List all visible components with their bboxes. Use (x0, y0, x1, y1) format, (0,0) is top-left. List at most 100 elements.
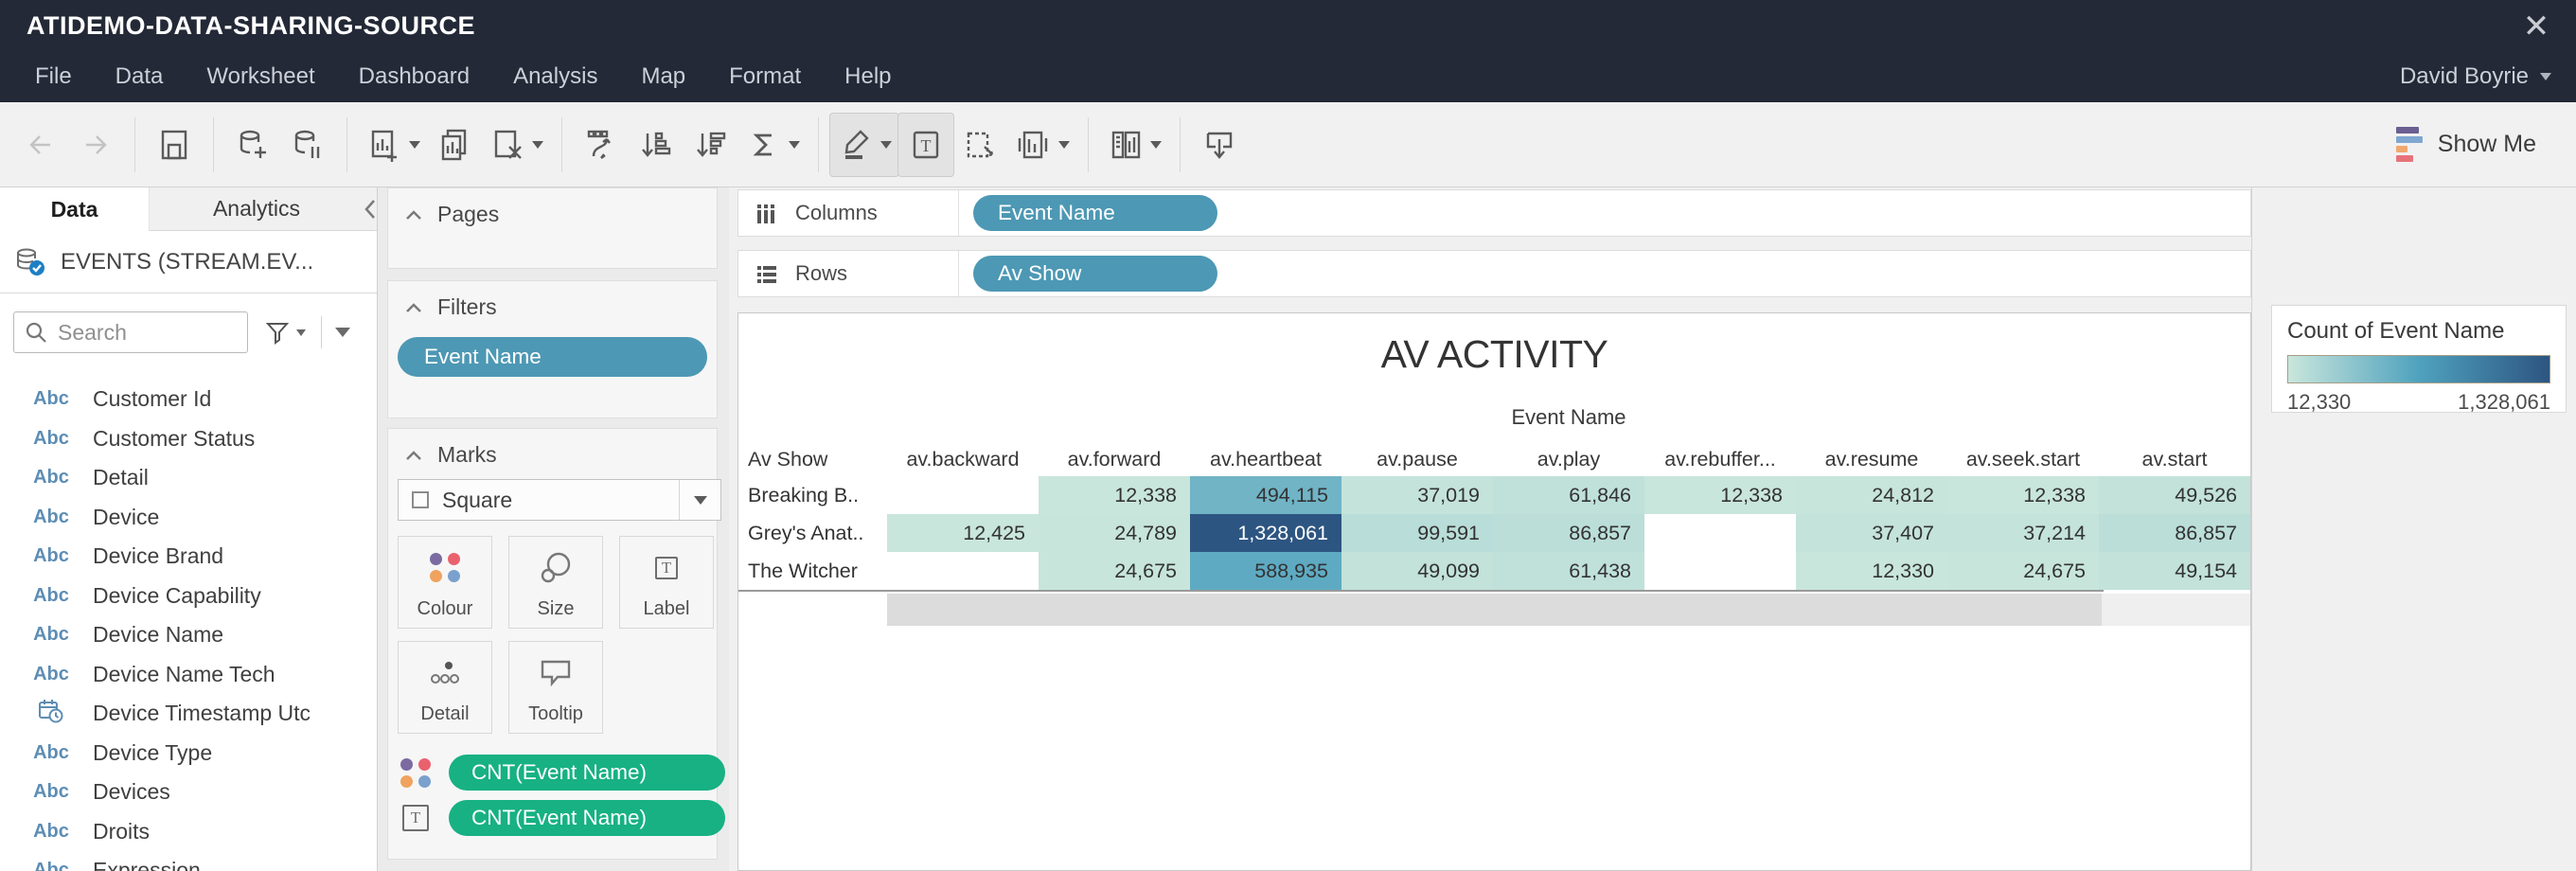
tab-data[interactable]: Data (0, 187, 150, 231)
row-label[interactable]: The Witcher (738, 552, 887, 590)
save-button[interactable] (147, 114, 202, 176)
column-header-av-rebuffer-[interactable]: av.rebuffer... (1664, 447, 1776, 471)
menu-item-help[interactable]: Help (844, 63, 892, 89)
totals-button[interactable] (738, 114, 807, 176)
tab-analytics[interactable]: Analytics (150, 187, 364, 231)
label-button[interactable]: T Label (619, 536, 714, 629)
pause-auto-updates-button[interactable] (280, 114, 335, 176)
back-button[interactable] (13, 114, 68, 176)
field-item-customer-status[interactable]: Abc Customer Status (0, 419, 377, 459)
heatmap-cell[interactable]: 61,438 (1493, 552, 1644, 590)
mark-pill-cnt-event-name[interactable]: CNT(Event Name) (449, 800, 725, 836)
row-label[interactable]: Breaking B.. (738, 476, 887, 514)
heatmap-cell[interactable]: 24,675 (1039, 552, 1190, 590)
heatmap-cell[interactable]: 12,338 (1947, 476, 2099, 514)
field-item-device-name[interactable]: Abc Device Name (0, 615, 377, 655)
heatmap-cell[interactable]: 49,154 (2099, 552, 2250, 590)
sort-descending-button[interactable] (684, 114, 738, 176)
show-me-button[interactable]: Show Me (2395, 127, 2536, 162)
sort-ascending-button[interactable] (629, 114, 684, 176)
close-icon[interactable]: ✕ (2522, 9, 2550, 44)
field-item-device-name-tech[interactable]: Abc Device Name Tech (0, 655, 377, 695)
colour-button[interactable]: Colour (398, 536, 492, 629)
menu-item-file[interactable]: File (35, 63, 72, 89)
menu-item-map[interactable]: Map (641, 63, 686, 89)
heatmap-cell[interactable]: 37,214 (1947, 514, 2099, 552)
panel-menu-button[interactable] (335, 328, 350, 337)
show-mark-labels-button[interactable]: T (897, 112, 954, 177)
menu-item-analysis[interactable]: Analysis (513, 63, 598, 89)
field-item-devices[interactable]: Abc Devices (0, 773, 377, 812)
field-item-device-capability[interactable]: Abc Device Capability (0, 577, 377, 616)
menu-item-dashboard[interactable]: Dashboard (358, 63, 471, 89)
heatmap-cell[interactable]: 1,328,061 (1190, 514, 1341, 552)
field-item-customer-id[interactable]: Abc Customer Id (0, 380, 377, 419)
heatmap-cell[interactable]: 49,526 (2099, 476, 2250, 514)
heatmap-cell[interactable]: 37,019 (1341, 476, 1493, 514)
rows-pill-av-show[interactable]: Av Show (973, 256, 1217, 292)
menu-item-format[interactable]: Format (729, 63, 802, 89)
column-header-av-forward[interactable]: av.forward (1067, 447, 1162, 471)
datasource-item[interactable]: EVENTS (STREAM.EV... (0, 231, 377, 293)
column-header-av-heartbeat[interactable]: av.heartbeat (1210, 447, 1322, 471)
field-item-droits[interactable]: Abc Droits (0, 812, 377, 852)
presentation-mode-button[interactable] (1192, 114, 1247, 176)
clear-sheet-button[interactable] (482, 114, 550, 176)
heatmap-cell[interactable]: 24,675 (1947, 552, 2099, 590)
duplicate-sheet-button[interactable] (427, 114, 482, 176)
menu-item-data[interactable]: Data (115, 63, 164, 89)
row-label[interactable]: Grey's Anat.. (738, 514, 887, 552)
fit-button[interactable] (1008, 114, 1076, 176)
heatmap-cell[interactable]: 49,099 (1341, 552, 1493, 590)
collapse-pages-icon[interactable] (405, 209, 422, 221)
new-data-source-button[interactable] (225, 114, 280, 176)
heatmap-cell[interactable]: 12,330 (1796, 552, 1947, 590)
heatmap-cell[interactable]: 24,812 (1796, 476, 1947, 514)
field-item-device-timestamp-utc[interactable]: Device Timestamp Utc (0, 694, 377, 734)
menu-item-worksheet[interactable]: Worksheet (206, 63, 315, 89)
collapse-filters-icon[interactable] (405, 302, 422, 313)
user-menu[interactable]: David Boyrie (2400, 63, 2551, 90)
mark-pill-cnt-event-name[interactable]: CNT(Event Name) (449, 755, 725, 791)
size-button[interactable]: Size (508, 536, 603, 629)
field-item-device-type[interactable]: Abc Device Type (0, 734, 377, 773)
column-header-av-play[interactable]: av.play (1537, 447, 1601, 471)
heatmap-cell[interactable] (1644, 514, 1796, 552)
column-group-header[interactable]: Event Name (1511, 405, 1626, 429)
heatmap-cell[interactable]: 99,591 (1341, 514, 1493, 552)
heatmap-cell[interactable] (887, 476, 1039, 514)
collapse-panel-button[interactable] (364, 187, 377, 231)
collapse-marks-icon[interactable] (405, 450, 422, 461)
row-header-label[interactable]: Av Show (748, 447, 828, 471)
column-header-av-resume[interactable]: av.resume (1824, 447, 1919, 471)
heatmap-cell[interactable]: 24,789 (1039, 514, 1190, 552)
heatmap-cell[interactable]: 86,857 (2099, 514, 2250, 552)
highlight-button[interactable] (829, 112, 899, 177)
search-input[interactable]: Search (13, 311, 248, 353)
column-header-av-start[interactable]: av.start (2141, 447, 2208, 471)
field-item-device-brand[interactable]: Abc Device Brand (0, 537, 377, 577)
heatmap-cell[interactable]: 86,857 (1493, 514, 1644, 552)
columns-pill-event-name[interactable]: Event Name (973, 195, 1217, 231)
heatmap-cell[interactable]: 494,115 (1190, 476, 1341, 514)
swap-rows-columns-button[interactable] (574, 114, 629, 176)
heatmap-cell[interactable] (1644, 552, 1796, 590)
detail-button[interactable]: Detail (398, 641, 492, 734)
filter-pill-event-name[interactable]: Event Name (398, 337, 707, 377)
heatmap-cell[interactable]: 12,338 (1644, 476, 1796, 514)
color-legend-card[interactable]: Count of Event Name 12,330 1,328,061 (2271, 305, 2567, 414)
fix-axes-button[interactable] (953, 114, 1008, 176)
field-item-expression[interactable]: Abc Expression (0, 851, 377, 871)
rows-shelf[interactable]: Rows Av Show (737, 250, 2251, 297)
field-item-detail[interactable]: Abc Detail (0, 458, 377, 498)
heatmap-cell[interactable]: 12,338 (1039, 476, 1190, 514)
columns-shelf[interactable]: Columns Event Name (737, 189, 2251, 237)
tooltip-button[interactable]: Tooltip (508, 641, 603, 734)
heatmap-cell[interactable] (887, 552, 1039, 590)
new-worksheet-button[interactable] (359, 114, 427, 176)
forward-button[interactable] (68, 114, 123, 176)
heatmap-cell[interactable]: 37,407 (1796, 514, 1947, 552)
column-header-av-seek-start[interactable]: av.seek.start (1965, 447, 2081, 471)
column-header-av-backward[interactable]: av.backward (906, 447, 1020, 471)
heatmap-cell[interactable]: 12,425 (887, 514, 1039, 552)
